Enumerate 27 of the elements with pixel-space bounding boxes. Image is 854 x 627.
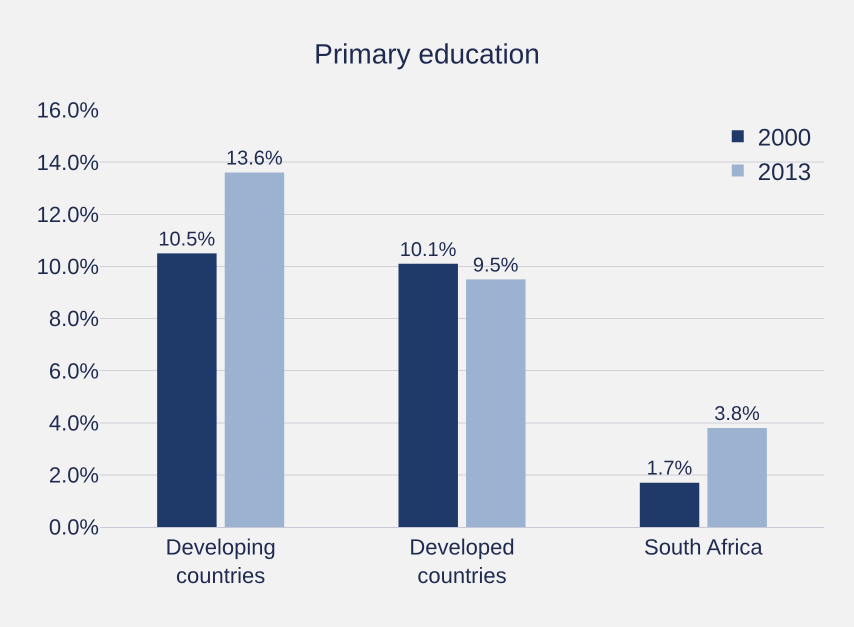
data-label: 10.1% bbox=[400, 238, 457, 261]
y-tick-label: 14.0% bbox=[36, 150, 99, 175]
bar bbox=[707, 428, 767, 527]
legend-label: 2013 bbox=[758, 158, 812, 186]
x-tick-label: South Africa bbox=[644, 534, 764, 560]
y-tick-label: 6.0% bbox=[48, 358, 99, 384]
y-tick-label: 16.0% bbox=[36, 98, 99, 123]
bar bbox=[157, 253, 217, 527]
data-label: 9.5% bbox=[472, 254, 519, 276]
x-tick-label: Developing countries bbox=[166, 534, 276, 588]
chart-title: Primary education bbox=[314, 38, 540, 70]
data-label: 13.6% bbox=[226, 148, 283, 170]
legend-label: 2000 bbox=[758, 124, 812, 152]
y-tick-label: 4.0% bbox=[48, 410, 99, 436]
y-tick-label: 8.0% bbox=[48, 306, 99, 332]
bar bbox=[640, 482, 700, 527]
y-tick-label: 0.0% bbox=[48, 514, 99, 540]
y-tick-label: 12.0% bbox=[36, 202, 99, 227]
bar bbox=[224, 172, 284, 527]
data-label: 1.7% bbox=[646, 458, 692, 480]
y-tick-label: 2.0% bbox=[48, 462, 99, 488]
bar bbox=[398, 264, 458, 527]
data-label: 3.8% bbox=[714, 402, 760, 425]
x-tick-label: Developed countries bbox=[409, 534, 515, 588]
y-tick-label: 10.0% bbox=[36, 254, 99, 280]
data-label: 10.5% bbox=[158, 228, 216, 250]
bar bbox=[466, 279, 526, 527]
